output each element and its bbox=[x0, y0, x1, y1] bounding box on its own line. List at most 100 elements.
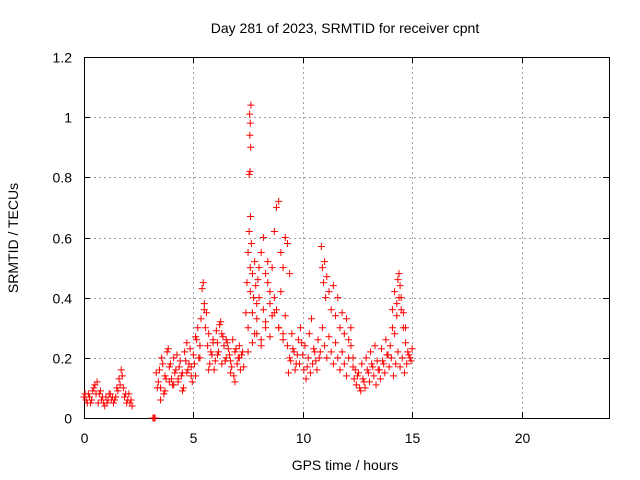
data-point bbox=[99, 393, 107, 401]
data-point bbox=[408, 345, 416, 353]
data-point bbox=[248, 339, 256, 347]
data-point bbox=[217, 318, 225, 326]
data-point bbox=[206, 360, 214, 368]
data-point bbox=[161, 372, 169, 380]
data-point bbox=[336, 324, 344, 332]
data-point bbox=[125, 390, 133, 398]
data-point bbox=[157, 396, 165, 404]
data-point bbox=[404, 348, 412, 356]
data-point bbox=[359, 375, 367, 383]
data-point bbox=[173, 351, 181, 359]
data-point bbox=[388, 324, 396, 332]
data-point bbox=[396, 282, 404, 290]
data-point bbox=[279, 330, 287, 338]
data-point bbox=[383, 351, 391, 359]
data-point bbox=[277, 249, 285, 257]
data-point bbox=[314, 336, 322, 344]
data-point bbox=[181, 348, 189, 356]
data-point bbox=[213, 351, 221, 359]
data-point bbox=[246, 110, 254, 118]
data-point bbox=[113, 384, 121, 392]
data-point bbox=[262, 318, 270, 326]
data-point bbox=[174, 375, 182, 383]
data-point bbox=[189, 351, 197, 359]
data-point bbox=[171, 369, 179, 377]
data-point bbox=[205, 366, 213, 374]
data-point bbox=[83, 399, 91, 407]
data-point bbox=[159, 360, 167, 368]
data-point bbox=[247, 101, 255, 109]
data-point bbox=[216, 321, 224, 329]
data-point bbox=[285, 369, 293, 377]
data-point bbox=[340, 360, 348, 368]
data-point bbox=[153, 384, 161, 392]
data-point bbox=[266, 300, 274, 308]
data-point bbox=[400, 369, 408, 377]
data-point bbox=[178, 387, 186, 395]
data-point bbox=[183, 369, 191, 377]
data-point bbox=[379, 357, 387, 365]
data-point bbox=[244, 249, 252, 257]
data-point bbox=[398, 354, 406, 362]
data-point bbox=[266, 333, 274, 341]
data-point bbox=[374, 366, 382, 374]
data-point bbox=[347, 324, 355, 332]
data-point bbox=[164, 345, 172, 353]
data-point bbox=[270, 227, 278, 235]
data-point bbox=[294, 336, 302, 344]
data-point bbox=[218, 330, 226, 338]
data-point bbox=[199, 279, 207, 287]
data-point bbox=[396, 363, 404, 371]
data-point bbox=[233, 360, 241, 368]
data-point bbox=[115, 375, 123, 383]
data-point bbox=[165, 363, 173, 371]
y-axis-label: SRMTID / TECUs bbox=[5, 183, 21, 293]
data-point bbox=[204, 342, 212, 350]
y-tick-label: 0.6 bbox=[53, 231, 73, 247]
data-point bbox=[340, 330, 348, 338]
data-point bbox=[259, 234, 267, 241]
data-point bbox=[394, 348, 402, 356]
data-point bbox=[209, 339, 217, 347]
data-point bbox=[93, 378, 101, 386]
data-point bbox=[371, 342, 379, 350]
data-point bbox=[378, 345, 385, 353]
x-tick-label: 0 bbox=[81, 430, 89, 446]
data-point bbox=[321, 258, 329, 266]
data-point bbox=[279, 264, 287, 272]
data-point bbox=[112, 393, 120, 401]
data-point bbox=[405, 351, 413, 359]
data-point bbox=[230, 372, 238, 380]
data-point bbox=[188, 378, 196, 386]
data-point bbox=[382, 336, 390, 344]
data-point bbox=[286, 354, 294, 362]
data-point bbox=[225, 351, 233, 359]
data-point bbox=[370, 372, 378, 380]
data-point bbox=[242, 309, 250, 317]
data-point bbox=[200, 300, 208, 308]
data-point bbox=[310, 345, 318, 353]
data-point bbox=[262, 324, 270, 332]
data-point bbox=[393, 312, 401, 320]
data-point bbox=[246, 119, 254, 127]
data-point bbox=[180, 384, 188, 392]
data-point bbox=[380, 360, 388, 368]
data-point bbox=[220, 342, 228, 350]
x-tick-label: 20 bbox=[515, 430, 531, 446]
data-point bbox=[229, 336, 237, 344]
data-point bbox=[297, 324, 305, 332]
data-point bbox=[232, 345, 240, 353]
data-point bbox=[311, 348, 319, 356]
data-point bbox=[345, 336, 353, 344]
data-point bbox=[170, 354, 178, 362]
data-point bbox=[192, 333, 200, 341]
data-point bbox=[327, 306, 335, 314]
data-point bbox=[219, 333, 227, 341]
data-point bbox=[175, 363, 183, 371]
data-point bbox=[388, 306, 396, 314]
data-point bbox=[338, 309, 346, 317]
y-tick-label: 1 bbox=[64, 110, 72, 126]
y-tick-label: 0 bbox=[64, 411, 72, 427]
data-point bbox=[172, 366, 180, 374]
data-point bbox=[222, 354, 230, 362]
